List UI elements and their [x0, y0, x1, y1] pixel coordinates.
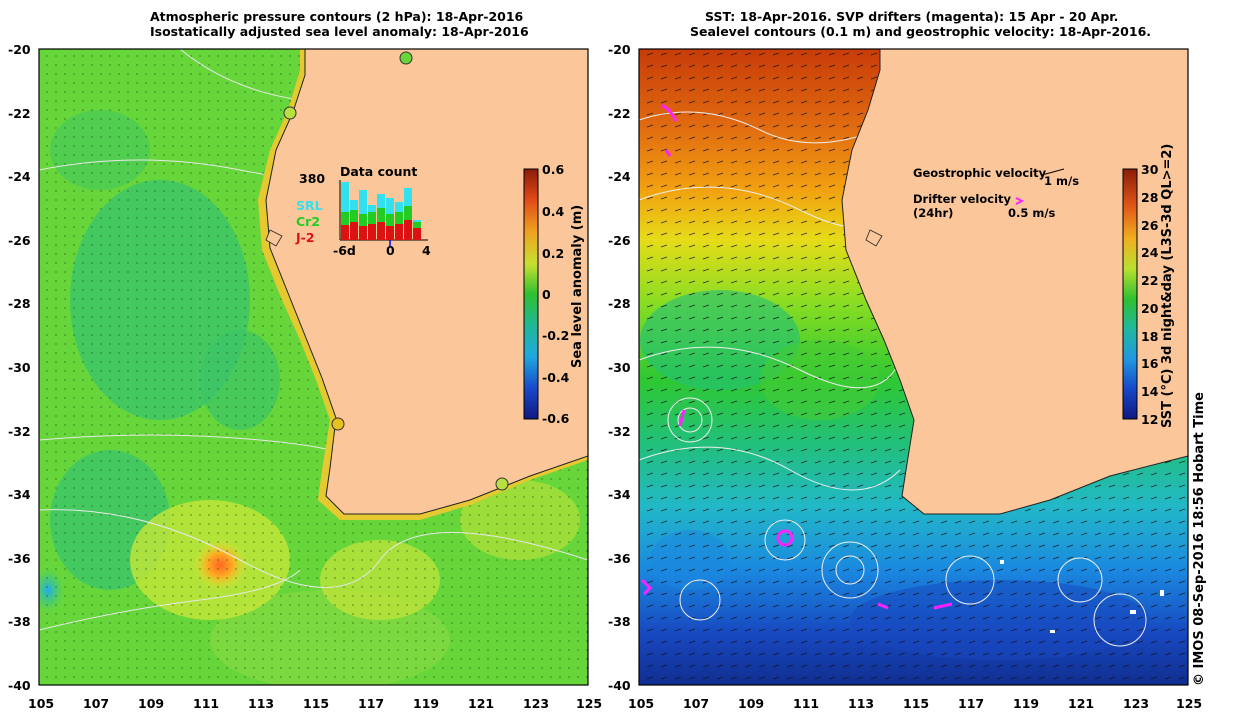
lon-label-left: 123 [523, 696, 550, 711]
lat-label-right: -40 [608, 678, 631, 693]
sst-colorbar [1122, 168, 1138, 420]
inset-legend-srl: SRL [296, 198, 323, 213]
lat-label-right: -26 [608, 233, 631, 248]
lon-label-right: 123 [1123, 696, 1150, 711]
lon-label-left: 117 [358, 696, 385, 711]
lon-label-right: 109 [738, 696, 765, 711]
lat-label-right: -20 [608, 42, 631, 57]
lon-label-right: 115 [903, 696, 930, 711]
inset-bars [341, 182, 421, 240]
right-map [639, 49, 1188, 685]
lat-label-right: -32 [608, 424, 631, 439]
sst-tick: 18 [1141, 329, 1159, 344]
sst-tick: 30 [1141, 162, 1159, 177]
sst-tick: 16 [1141, 356, 1159, 371]
sla-colorbar [523, 168, 539, 420]
drifter-velocity-arrow [1015, 197, 1025, 205]
geo-velocity-label: Geostrophic velocity [913, 166, 1047, 180]
lon-label-right: 111 [793, 696, 820, 711]
lat-label-right: -28 [608, 296, 631, 311]
lon-label-left: 109 [138, 696, 165, 711]
sst-tick: 20 [1141, 301, 1159, 316]
lat-label-left: -36 [8, 551, 31, 566]
lat-label-left: -32 [8, 424, 31, 439]
lat-label-right: -36 [608, 551, 631, 566]
lon-label-left: 115 [303, 696, 330, 711]
sla-tick: -0.4 [542, 370, 570, 385]
lat-label-left: -22 [8, 106, 31, 121]
lon-label-left: 121 [468, 696, 495, 711]
left-title-line1: Atmospheric pressure contours (2 hPa): 1… [150, 9, 524, 24]
lon-label-right: 107 [683, 696, 710, 711]
sla-tick: -0.6 [542, 411, 570, 426]
geo-velocity-arrow [1041, 168, 1065, 176]
lat-label-left: -34 [8, 487, 31, 502]
sla-tick: 0.4 [542, 204, 565, 219]
inset-xtick-start: -6d [333, 243, 356, 258]
sla-colorbar-label: Sea level anomaly (m) [570, 204, 585, 368]
lat-label-left: -30 [8, 360, 31, 375]
lat-label-right: -38 [608, 614, 631, 629]
geo-velocity-scale: 1 m/s [1044, 174, 1080, 188]
sst-tick: 12 [1141, 412, 1159, 427]
lon-label-left: 111 [193, 696, 220, 711]
lon-label-left: 125 [576, 696, 603, 711]
left-title-line2: Isostatically adjusted sea level anomaly… [150, 24, 529, 39]
inset-xtick-end: 4 [422, 243, 431, 258]
drifter-velocity-sub: (24hr) [913, 206, 954, 220]
lat-label-left: -28 [8, 296, 31, 311]
inset-max-count: 380 [299, 171, 326, 186]
sst-tick: 24 [1141, 245, 1159, 260]
sla-tick: 0.6 [542, 162, 565, 177]
lat-label-left: -20 [8, 42, 31, 57]
lon-label-right: 105 [628, 696, 655, 711]
left-map-frame [38, 48, 589, 686]
data-count-inset [339, 180, 428, 246]
lon-label-right: 121 [1068, 696, 1095, 711]
lat-label-right: -22 [608, 106, 631, 121]
lat-label-right: -30 [608, 360, 631, 375]
sst-tick: 26 [1141, 218, 1159, 233]
sst-tick: 22 [1141, 273, 1159, 288]
lon-label-right: 117 [958, 696, 985, 711]
inset-legend-j2: J-2 [296, 230, 315, 245]
right-title-line2: Sealevel contours (0.1 m) and geostrophi… [690, 24, 1152, 39]
lon-label-right: 119 [1013, 696, 1040, 711]
drifter-velocity-scale: 0.5 m/s [1008, 206, 1056, 220]
lon-label-right: 113 [848, 696, 875, 711]
inset-xtick-zero: 0 [386, 243, 395, 258]
sst-colorbar-label: SST (°C) 3d night&day (L3S-3d QL>=2) [1160, 143, 1175, 428]
right-title-line1: SST: 18-Apr-2016. SVP drifters (magenta)… [705, 9, 1119, 24]
left-map [39, 49, 588, 685]
inset-legend-cr2: Cr2 [296, 214, 321, 229]
lat-label-left: -38 [8, 614, 31, 629]
drifter-velocity-label: Drifter velocity [913, 192, 1012, 206]
lat-label-right: -34 [608, 487, 631, 502]
sla-tick: 0.2 [542, 246, 565, 261]
lat-label-left: -24 [8, 169, 31, 184]
right-map-frame [638, 48, 1189, 686]
lon-label-right: 125 [1176, 696, 1203, 711]
sst-tick: 14 [1141, 384, 1159, 399]
lon-label-left: 119 [413, 696, 440, 711]
lon-label-left: 107 [83, 696, 110, 711]
lon-label-left: 105 [28, 696, 55, 711]
lat-label-left: -40 [8, 678, 31, 693]
sst-tick: 28 [1141, 190, 1159, 205]
imos-credit: © IMOS 08-Sep-2016 18:56 Hobart Time [1192, 392, 1207, 686]
inset-title: Data count [340, 164, 418, 179]
lon-label-left: 113 [248, 696, 275, 711]
sla-tick: -0.2 [542, 328, 570, 343]
sla-tick: 0 [542, 287, 551, 302]
lat-label-left: -26 [8, 233, 31, 248]
lat-label-right: -24 [608, 169, 631, 184]
